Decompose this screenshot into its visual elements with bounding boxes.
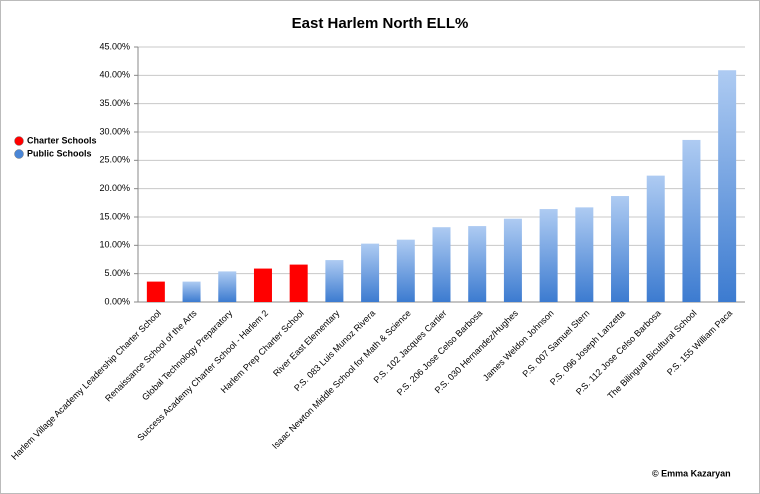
- bar: [646, 175, 665, 302]
- y-tick-label: 10.00%: [99, 240, 130, 250]
- bar: [575, 207, 594, 302]
- legend-marker: [14, 136, 24, 146]
- bar: [682, 139, 701, 302]
- bar: [611, 196, 630, 302]
- bar: [503, 218, 522, 302]
- y-tick-label: 15.00%: [99, 211, 130, 221]
- bar: [253, 268, 272, 302]
- bar: [361, 243, 380, 302]
- y-tick-label: 25.00%: [99, 155, 130, 165]
- y-tick-label: 35.00%: [99, 98, 130, 108]
- bar: [468, 226, 487, 302]
- bar: [218, 271, 237, 302]
- y-tick-label: 30.00%: [99, 126, 130, 136]
- y-tick-label: 40.00%: [99, 70, 130, 80]
- bar: [146, 281, 165, 302]
- bar: [432, 227, 451, 302]
- bar: [396, 239, 415, 302]
- legend-marker: [14, 149, 24, 159]
- y-tick-label: 45.00%: [99, 41, 130, 51]
- y-tick-label: 5.00%: [104, 268, 130, 278]
- bar: [718, 70, 737, 302]
- legend-label: Charter Schools: [27, 135, 97, 145]
- bar: [325, 260, 344, 302]
- y-tick-label: 20.00%: [99, 183, 130, 193]
- chart-title: East Harlem North ELL%: [292, 15, 469, 32]
- bar: [539, 209, 558, 302]
- y-tick-label: 0.00%: [104, 296, 130, 306]
- legend-label: Public Schools: [27, 148, 92, 158]
- credit: © Emma Kazaryan: [652, 468, 731, 478]
- bar: [182, 281, 201, 302]
- bar: [289, 264, 308, 302]
